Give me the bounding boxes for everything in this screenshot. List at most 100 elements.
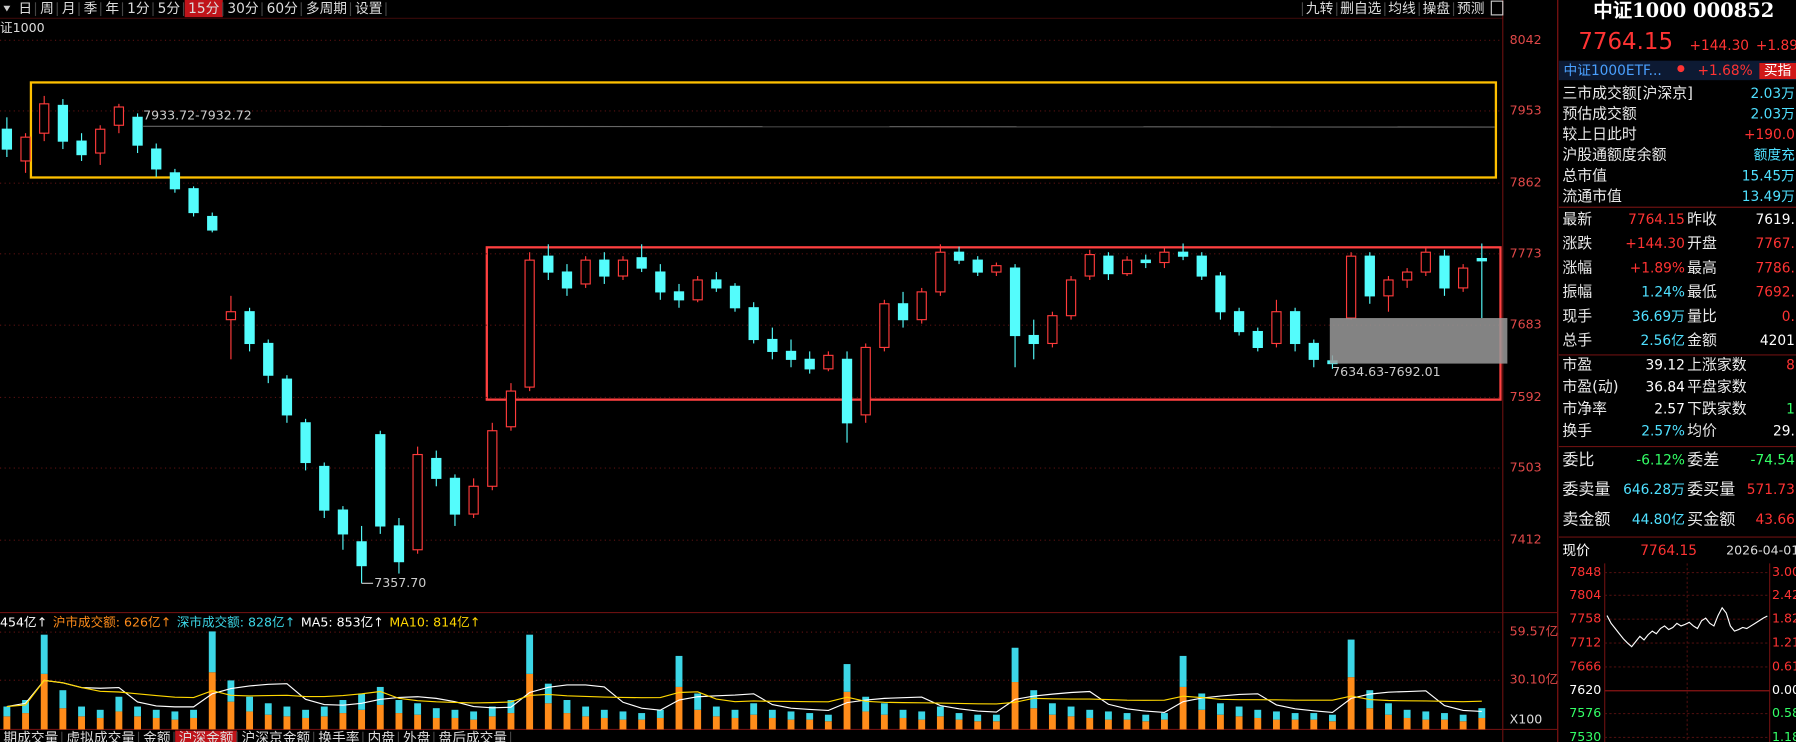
volume-bar <box>992 714 1000 722</box>
volume-bar <box>246 711 254 730</box>
stat-value: 2.03万 <box>1751 86 1795 102</box>
volume-bar <box>899 709 907 718</box>
volume-bar <box>190 717 198 730</box>
stat-label: 卖金额 <box>1562 509 1610 528</box>
stat-label: 最新 <box>1562 210 1592 228</box>
bottom-tab[interactable]: 盘后成交量 <box>438 730 507 742</box>
candle-body <box>1065 279 1077 317</box>
volume-bar <box>339 713 347 730</box>
volume-bar <box>115 711 123 730</box>
stat-value: 646.28万 <box>1623 482 1685 498</box>
y-tick-label: 7712 <box>1569 635 1601 650</box>
period-tab[interactable]: 月 <box>62 1 76 17</box>
candle-body <box>1196 255 1207 277</box>
y-tick-label: 7804 <box>1569 587 1601 602</box>
period-tab[interactable]: 60分 <box>267 1 298 17</box>
bottom-tab[interactable]: 沪深金额 <box>179 731 234 742</box>
mini-price: 7764.15 <box>1640 543 1697 559</box>
period-tab[interactable]: 30分 <box>227 1 258 17</box>
candle-body <box>300 422 311 464</box>
bottom-tab[interactable]: 虚拟成交量 <box>66 730 135 742</box>
volume-bar <box>712 716 720 730</box>
volume-bar <box>227 701 235 730</box>
exit-icon[interactable] <box>1490 0 1504 16</box>
bottom-tab[interactable]: 沪深京金额 <box>242 731 311 742</box>
y-tick-label: 7576 <box>1569 705 1601 720</box>
bottom-tab[interactable]: 内盘 <box>367 730 395 742</box>
candle-body <box>711 279 722 289</box>
candle-body <box>599 259 610 277</box>
stat-value: 2.57% <box>1641 424 1685 440</box>
y2-tick-label: 0.00% <box>1772 682 1796 697</box>
bottom-tab[interactable]: 期成交量 <box>3 730 58 742</box>
candle-body <box>767 338 778 352</box>
quote-panel: 中证1000 000852 7764.15 +144.30 +1.89% 中证1… <box>1558 0 1796 559</box>
volume-bar <box>227 680 235 702</box>
stat-label: 市净率 <box>1562 399 1607 417</box>
volume-bar <box>862 711 870 730</box>
gap-line <box>143 125 1495 128</box>
volume-bar <box>694 709 702 730</box>
stat-value: 1.24% <box>1641 285 1685 301</box>
tool-button[interactable]: 操盘 <box>1423 0 1451 17</box>
candle-body <box>1084 254 1095 277</box>
volume-bar <box>339 700 347 714</box>
period-tab[interactable]: 15分 <box>188 1 219 17</box>
tool-button[interactable]: 均线 <box>1388 1 1416 17</box>
volume-bar <box>488 706 496 717</box>
volume-bar <box>1030 708 1038 730</box>
volume-bar <box>134 716 141 730</box>
stat-value: 7767. <box>1756 236 1795 252</box>
stat-label: 委比 <box>1562 450 1594 469</box>
period-tab-active[interactable] <box>184 0 223 18</box>
candle-body <box>1215 275 1226 313</box>
period-tab[interactable]: 设置 <box>355 1 382 17</box>
volume-bar <box>40 673 48 730</box>
volume-bar <box>1329 714 1336 722</box>
stat-value: 29. <box>1773 424 1795 440</box>
period-tab[interactable]: 年 <box>105 1 119 17</box>
bottom-tab[interactable]: 换手率 <box>318 730 359 742</box>
y2-tick-label: 0.58% <box>1772 705 1796 720</box>
volume-bar <box>1198 693 1206 710</box>
bottom-tab-active[interactable] <box>175 730 237 742</box>
volume-bar <box>1441 719 1448 730</box>
candle-body <box>449 477 461 515</box>
stat-label: 总手 <box>1562 331 1592 349</box>
volume-header-item: 454亿↑ <box>0 614 47 629</box>
volume-bar <box>395 700 403 714</box>
gap-label: 7933.72-7932.72 <box>143 107 252 122</box>
candle-body <box>1009 267 1021 337</box>
period-tab[interactable]: 季 <box>84 1 98 17</box>
period-tab[interactable]: 周 <box>40 1 54 17</box>
volume-bar <box>638 713 646 720</box>
candle-body <box>748 307 759 341</box>
etf-name[interactable]: 中证1000ETF... <box>1563 63 1661 79</box>
volume-bar <box>787 711 795 720</box>
tool-button[interactable]: 预测 <box>1457 1 1484 17</box>
stat-value: 额度充 <box>1754 148 1795 164</box>
volume-bar <box>1254 717 1262 730</box>
buy-button-label[interactable]: 买指 <box>1764 63 1792 79</box>
volume-bar <box>563 700 571 714</box>
stat-label: 涨幅 <box>1562 258 1592 276</box>
volume-bar <box>1160 713 1168 720</box>
buy-button[interactable] <box>1759 62 1796 80</box>
period-tab[interactable]: 5分 <box>158 1 181 17</box>
period-tab[interactable]: 多周期 <box>306 0 347 17</box>
tool-button[interactable]: 九转 <box>1306 1 1334 17</box>
bottom-tab[interactable]: 金额 <box>143 731 171 742</box>
volume-bar <box>1329 721 1336 730</box>
tool-button[interactable]: 删自选 <box>1340 1 1381 17</box>
period-tab[interactable]: 日 <box>18 1 32 17</box>
bottom-tab[interactable]: 外盘 <box>403 730 431 742</box>
volume-bar <box>320 716 328 730</box>
menu-icon[interactable] <box>3 5 11 12</box>
stat-value: 43.66 <box>1756 512 1795 528</box>
volume-bar <box>862 696 870 712</box>
period-tab[interactable]: 1分 <box>127 1 150 17</box>
volume-bar <box>1160 719 1168 730</box>
volume-bar <box>152 717 160 730</box>
stat-value: 571.73 <box>1747 482 1795 498</box>
volume-bar <box>208 672 216 730</box>
